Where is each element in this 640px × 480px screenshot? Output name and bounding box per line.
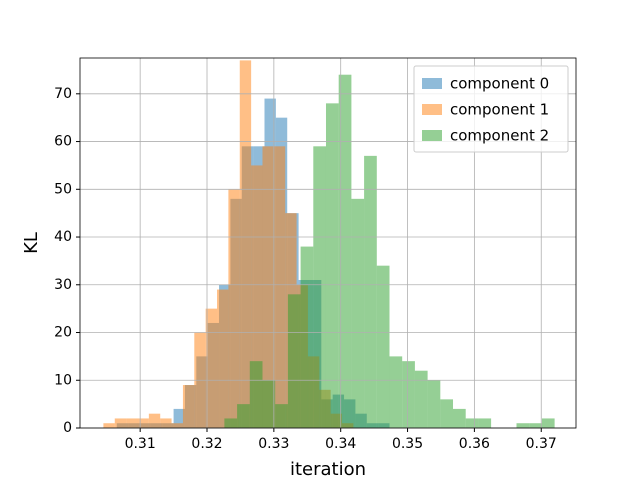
x-tick-label: 0.36 — [459, 436, 490, 452]
legend-label: component 1 — [450, 101, 549, 119]
y-tick-label: 40 — [54, 229, 72, 245]
histogram-bar — [160, 418, 172, 428]
histogram-bar — [237, 404, 250, 428]
histogram-bar — [148, 413, 161, 428]
histogram-bar — [414, 370, 428, 428]
histogram-bar — [325, 103, 339, 429]
histogram-bar — [453, 408, 466, 428]
histogram-bar — [171, 423, 183, 428]
histogram-bar — [478, 418, 492, 428]
histogram-bar — [440, 399, 454, 428]
legend-label: component 2 — [450, 127, 549, 145]
legend-box — [413, 65, 569, 153]
histogram-bar — [217, 289, 229, 428]
histogram-bar — [239, 60, 252, 429]
histogram-bar — [287, 294, 301, 428]
histogram-bar — [389, 356, 403, 428]
y-tick-label: 30 — [54, 277, 72, 293]
y-tick-label: 20 — [54, 325, 72, 341]
histogram-bar — [364, 155, 377, 428]
histogram-bar — [516, 423, 530, 428]
histogram-bar — [126, 418, 138, 428]
histogram-bar — [137, 418, 149, 428]
histogram-bar — [313, 146, 326, 429]
histogram-bar — [205, 308, 218, 428]
histogram-bar — [224, 418, 238, 428]
y-tick-label: 10 — [54, 372, 72, 388]
y-tick-label: 50 — [54, 181, 72, 197]
histogram-bar — [228, 189, 240, 428]
legend-swatch — [422, 78, 442, 89]
histogram-bar — [529, 423, 542, 428]
histogram-bar — [273, 146, 286, 429]
histogram-bar — [251, 165, 263, 428]
legend-swatch — [422, 104, 442, 115]
histogram-bar — [262, 380, 276, 428]
y-tick-label: 70 — [54, 86, 72, 102]
histogram-bar — [541, 418, 555, 428]
x-tick-label: 0.34 — [325, 436, 356, 452]
plot-frame — [79, 57, 577, 429]
histogram-bar — [376, 265, 390, 428]
x-tick-label: 0.33 — [258, 436, 289, 452]
x-axis-label: iteration — [290, 459, 366, 480]
histogram-bar — [402, 361, 415, 428]
histogram-bar — [182, 385, 195, 428]
histogram-bar — [351, 198, 365, 428]
legend-swatch — [422, 130, 442, 141]
x-tick-label: 0.32 — [191, 436, 222, 452]
y-axis-label: KL — [21, 232, 42, 254]
histogram-bar — [262, 146, 274, 429]
histogram-bar — [173, 408, 185, 428]
histogram-bar — [427, 380, 441, 428]
histogram-bar — [275, 404, 288, 428]
histogram-bar — [249, 361, 263, 428]
x-tick-label: 0.37 — [526, 436, 557, 452]
histogram-bar — [300, 246, 314, 428]
histogram-bar — [114, 418, 127, 428]
x-tick-label: 0.35 — [392, 436, 423, 452]
y-tick-label: 60 — [54, 134, 72, 150]
histogram-bar — [338, 74, 352, 428]
x-tick-label: 0.31 — [125, 436, 156, 452]
y-tick-label: 0 — [63, 420, 72, 436]
legend-label: component 0 — [450, 75, 549, 93]
histogram-bar — [465, 418, 479, 428]
histogram-bar — [103, 423, 115, 428]
